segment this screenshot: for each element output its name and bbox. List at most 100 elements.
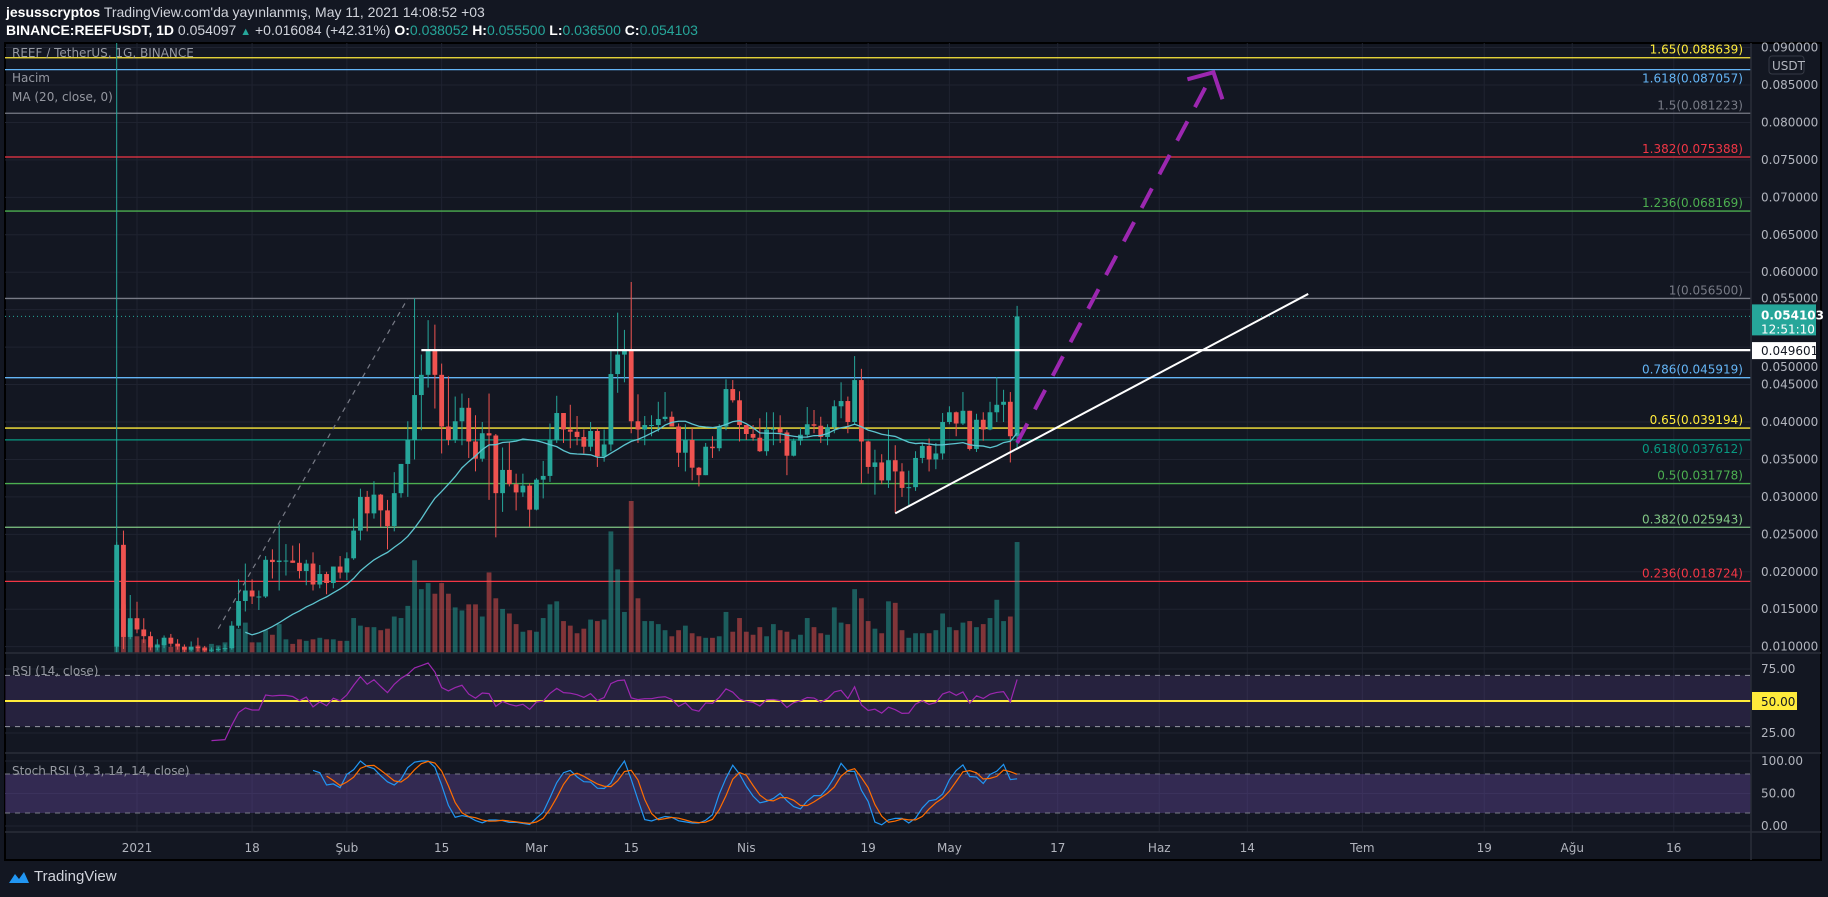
price-axis-label[interactable]: 0.070000 <box>1761 190 1818 204</box>
fib-extension[interactable]: 1.65(0.088639) 1.618(0.087057) 1.5(0.08122… <box>5 43 1751 582</box>
price-axis-label[interactable]: 0.035000 <box>1761 452 1818 466</box>
candle-body <box>459 407 465 422</box>
price-axis-label[interactable]: 0.040000 <box>1761 415 1818 429</box>
time-axis-label[interactable]: 15 <box>624 841 639 855</box>
price-axis-label[interactable]: 0.085000 <box>1761 78 1818 92</box>
price-axis-label[interactable]: 0.065000 <box>1761 228 1818 242</box>
legend-main-series[interactable]: REEF / TetherUS, 1G, BINANCE <box>12 46 194 60</box>
time-axis-label[interactable]: 15 <box>434 841 449 855</box>
volume-bar <box>574 633 580 653</box>
time-axis-label[interactable]: Mar <box>525 841 548 855</box>
time-axis-label[interactable]: Ağu <box>1561 841 1584 855</box>
price-axis-label[interactable]: 0.010000 <box>1761 640 1818 654</box>
stoch-axis-label[interactable]: 0.00 <box>1761 819 1788 833</box>
candle-body <box>994 404 1000 413</box>
time-axis-label[interactable]: Tem <box>1349 841 1374 855</box>
price-axis-label[interactable]: 0.030000 <box>1761 490 1818 504</box>
price-axis-label[interactable]: 0.020000 <box>1761 565 1818 579</box>
rsi-axis-label[interactable]: 75.00 <box>1761 662 1795 676</box>
stoch-axis-label[interactable]: 50.00 <box>1761 787 1795 801</box>
volume-bar <box>561 621 566 653</box>
price-axis-label[interactable]: 0.055000 <box>1761 291 1818 305</box>
candle-body <box>351 530 357 559</box>
candle-body <box>879 462 885 481</box>
time-axis-label[interactable]: Nis <box>737 841 756 855</box>
currency-badge[interactable] <box>1768 55 1805 75</box>
time-axis-label[interactable]: 14 <box>1240 841 1255 855</box>
volume-bar <box>330 639 336 653</box>
price-axis-label[interactable]: 0.015000 <box>1761 602 1818 616</box>
high-label: H: <box>472 22 487 38</box>
time-axis-label[interactable]: 19 <box>1477 841 1492 855</box>
volume-bar <box>852 589 858 653</box>
fib-level-label: 0.618(0.037612) <box>1642 442 1743 456</box>
volume-bar <box>459 610 465 653</box>
candle-body <box>412 395 417 440</box>
legend-ma[interactable]: MA (20, close, 0) <box>12 90 113 104</box>
candle-body <box>865 441 871 467</box>
legend-volume[interactable]: Hacim <box>12 71 50 85</box>
volume-bar <box>418 589 424 653</box>
fib-level-label: 1(0.056500) <box>1669 283 1743 297</box>
volume-bar <box>310 639 316 653</box>
fib-level-label: 0.382(0.025943) <box>1642 512 1743 526</box>
tradingview-wordmark: TradingView <box>34 868 117 885</box>
legend-stoch-rsi[interactable]: Stoch RSI (3, 3, 14, 14, close) <box>12 764 190 778</box>
projection-arrow[interactable] <box>1015 71 1216 444</box>
time-axis-label[interactable]: 17 <box>1050 841 1065 855</box>
current-price-badge <box>1752 304 1816 336</box>
drawings[interactable] <box>5 43 1751 653</box>
author-name[interactable]: jesusscryptos <box>6 4 101 20</box>
volume-bar <box>980 624 986 653</box>
volume-bar <box>344 640 350 653</box>
stoch-rsi-lines <box>312 759 1018 826</box>
candle-body <box>493 435 499 494</box>
price-axis-label[interactable]: 0.025000 <box>1761 527 1818 541</box>
volume-bar <box>391 616 397 653</box>
volume-bar <box>825 634 830 653</box>
candle-body <box>622 350 627 355</box>
volume-bar <box>858 598 864 653</box>
time-axis-label[interactable]: 19 <box>861 841 876 855</box>
candle-body <box>804 424 810 435</box>
legend-rsi[interactable]: RSI (14, close) <box>12 664 98 678</box>
rsi-axis-label[interactable]: 25.00 <box>1761 726 1795 740</box>
time-axis-label[interactable]: 18 <box>244 841 259 855</box>
candle-body <box>649 425 654 427</box>
time-axis-label[interactable]: May <box>937 841 962 855</box>
price-axis-label[interactable]: 0.090000 <box>1761 41 1818 55</box>
candle-body <box>127 618 133 637</box>
candle-body <box>513 484 519 493</box>
price-axis-label[interactable]: 0.075000 <box>1761 153 1818 167</box>
volume-bar <box>1014 542 1020 653</box>
volume-bar <box>358 625 363 653</box>
axes[interactable]: 2021 18 Şub 15 Mar 15 Nis 19 May 17 Haz 14 Tem 19 Ağu 1… <box>122 41 1824 855</box>
time-axis-label[interactable]: 2021 <box>122 841 153 855</box>
volume-bar <box>635 598 641 653</box>
time-axis-label[interactable]: Şub <box>335 841 358 855</box>
candle-body <box>215 648 221 650</box>
tradingview-logo[interactable]: TradingView <box>8 868 117 885</box>
candle-body <box>175 643 181 647</box>
candle-body <box>777 428 783 433</box>
candle-body <box>181 646 187 650</box>
candle-body <box>398 463 404 494</box>
candle-body <box>716 426 722 449</box>
candle-body <box>730 389 736 401</box>
support-trendline[interactable] <box>894 293 1309 515</box>
price-axis-label[interactable]: 0.060000 <box>1761 265 1818 279</box>
level-price-badge <box>1752 342 1816 360</box>
volume-bar <box>743 631 749 653</box>
price-axis-label[interactable]: 0.050000 <box>1761 360 1818 374</box>
fib-anchor-line[interactable] <box>217 298 409 630</box>
price-axis-label[interactable]: 0.080000 <box>1761 115 1818 129</box>
time-axis-label[interactable]: 16 <box>1666 841 1681 855</box>
candle-body <box>364 496 370 514</box>
time-axis-label[interactable]: Haz <box>1148 841 1171 855</box>
volume-bar <box>838 622 844 653</box>
stoch-axis-label[interactable]: 100.00 <box>1761 754 1803 768</box>
volume-bar <box>534 631 539 653</box>
price-axis-label[interactable]: 0.045000 <box>1761 378 1818 392</box>
candle-body <box>669 416 675 427</box>
